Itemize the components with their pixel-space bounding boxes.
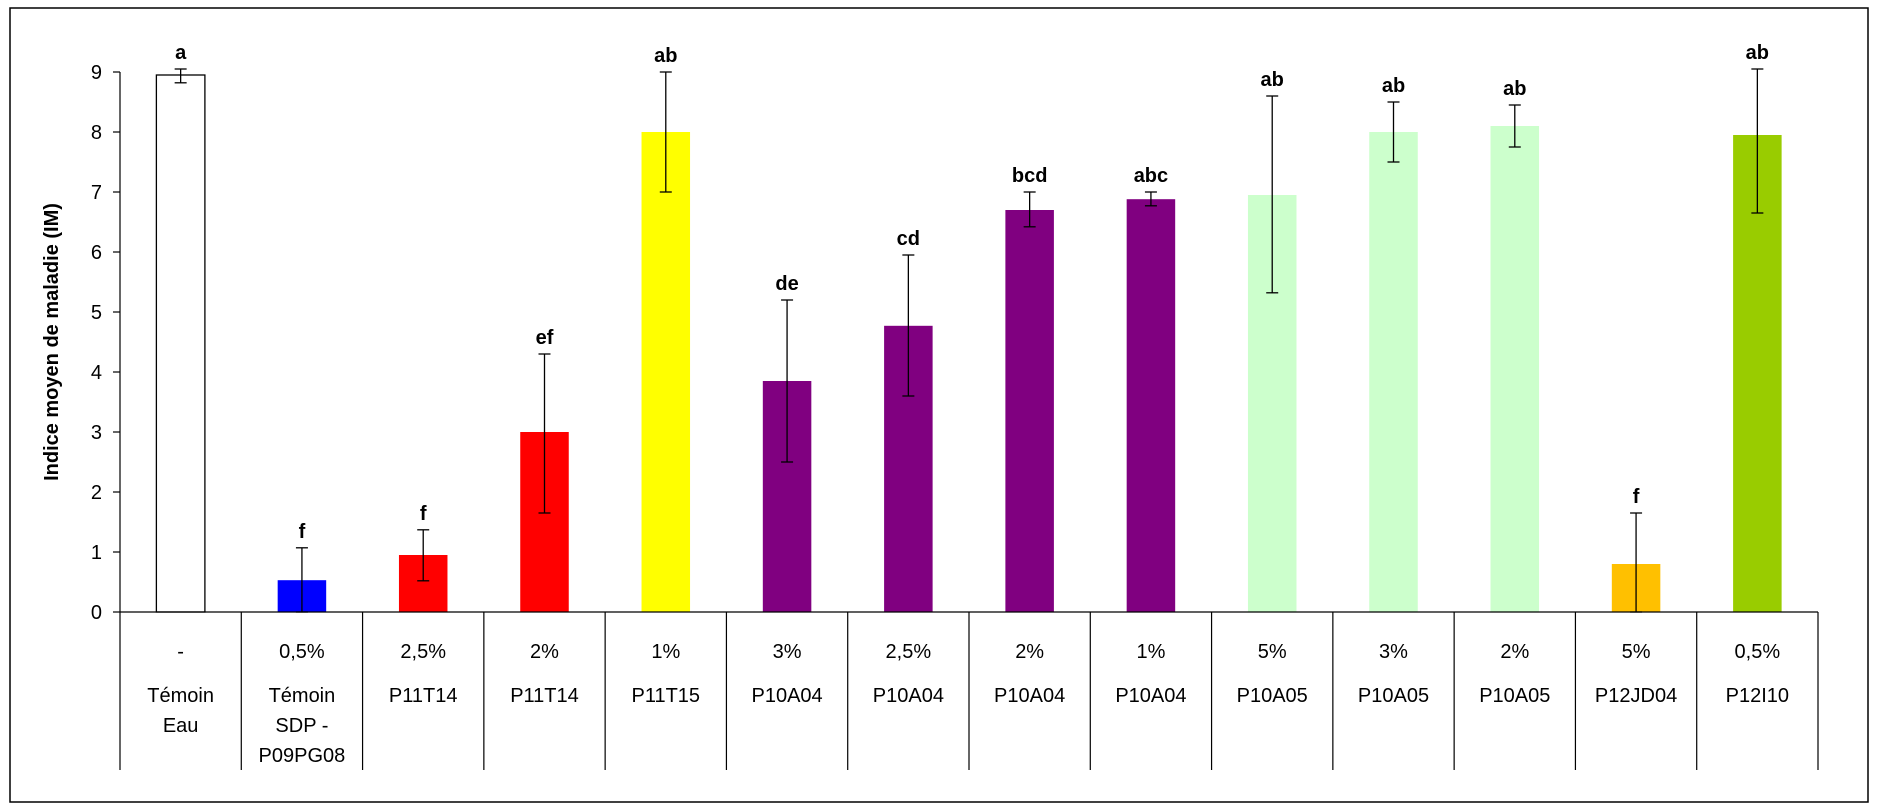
- y-tick-label: 9: [91, 62, 102, 84]
- significance-label: f: [420, 503, 427, 525]
- y-tick-label: 4: [91, 362, 102, 384]
- bar: [156, 75, 205, 612]
- category-label: P10A05: [1479, 685, 1550, 707]
- category-label: Témoin: [269, 685, 336, 707]
- category-label: P11T14: [510, 685, 579, 707]
- category-label: 1%: [651, 641, 680, 663]
- category-label: 2%: [1500, 641, 1529, 663]
- y-tick-label: 6: [91, 242, 102, 264]
- category-label: P10A04: [1115, 685, 1186, 707]
- y-tick-label: 3: [91, 422, 102, 444]
- category-label: 3%: [1379, 641, 1408, 663]
- bar: [1005, 210, 1054, 612]
- y-tick-label: 5: [91, 302, 102, 324]
- significance-label: ab: [1382, 75, 1405, 97]
- significance-label: f: [1633, 486, 1640, 508]
- y-tick-label: 0: [91, 602, 102, 624]
- category-label: P11T14: [389, 685, 458, 707]
- bar: [1491, 126, 1540, 612]
- category-label: P10A05: [1237, 685, 1308, 707]
- category-label: P10A05: [1358, 685, 1429, 707]
- category-label: 0,5%: [279, 641, 325, 663]
- significance-label: ab: [654, 45, 677, 67]
- category-label: 5%: [1622, 641, 1651, 663]
- category-label: P10A04: [751, 685, 822, 707]
- bar: [642, 132, 691, 612]
- significance-label: ab: [1503, 78, 1526, 100]
- category-label: SDP -: [275, 715, 328, 737]
- significance-label: ab: [1261, 69, 1284, 91]
- significance-label: de: [775, 273, 798, 295]
- category-label: 0,5%: [1735, 641, 1781, 663]
- category-label: -: [177, 641, 184, 663]
- chart-frame: [10, 8, 1868, 802]
- category-label: P12JD04: [1595, 685, 1677, 707]
- y-tick-label: 8: [91, 122, 102, 144]
- significance-label: ab: [1746, 42, 1769, 64]
- y-tick-label: 7: [91, 182, 102, 204]
- category-label: 2,5%: [400, 641, 446, 663]
- y-tick-label: 2: [91, 482, 102, 504]
- significance-label: bcd: [1012, 165, 1048, 187]
- category-label: Eau: [163, 715, 199, 737]
- category-label: P10A04: [994, 685, 1065, 707]
- bar: [1127, 199, 1176, 612]
- category-label: 3%: [773, 641, 802, 663]
- category-label: P10A04: [873, 685, 944, 707]
- significance-label: ef: [536, 327, 554, 349]
- bar: [1369, 132, 1418, 612]
- category-label: 2%: [1015, 641, 1044, 663]
- category-label: 2,5%: [886, 641, 932, 663]
- category-label: 5%: [1258, 641, 1287, 663]
- significance-label: a: [175, 42, 187, 64]
- significance-label: cd: [897, 228, 920, 250]
- category-label: P11T15: [631, 685, 700, 707]
- category-label: P09PG08: [259, 745, 346, 767]
- significance-label: abc: [1134, 165, 1168, 187]
- significance-label: f: [299, 521, 306, 543]
- y-tick-label: 1: [91, 542, 102, 564]
- category-label: 2%: [530, 641, 559, 663]
- category-label: 1%: [1136, 641, 1165, 663]
- category-label: P12I10: [1726, 685, 1789, 707]
- y-axis-title: Indice moyen de maladie (IM): [41, 203, 63, 481]
- category-label: Témoin: [147, 685, 214, 707]
